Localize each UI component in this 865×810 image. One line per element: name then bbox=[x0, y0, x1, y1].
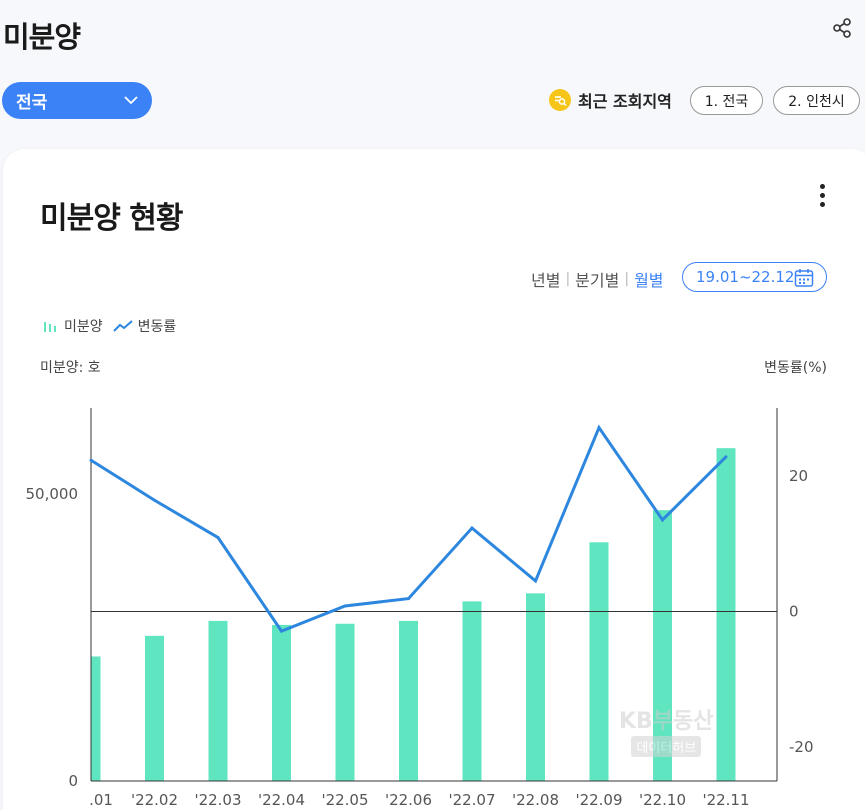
tab-monthly[interactable]: 월별 bbox=[634, 271, 664, 290]
tab-divider: | bbox=[624, 271, 630, 287]
legend-line-label: 변동률 bbox=[137, 319, 177, 335]
legend-item-line[interactable]: 변동률 bbox=[112, 316, 177, 336]
tab-quarterly[interactable]: 분기별 bbox=[575, 271, 620, 290]
recent-regions: 최근 조회지역 bbox=[549, 86, 672, 114]
recent-regions-label: 최근 조회지역 bbox=[578, 92, 672, 111]
page-title: 미분양 bbox=[3, 20, 81, 54]
more-options-icon[interactable] bbox=[816, 182, 828, 210]
chart-legend: 미분양 변동률 bbox=[42, 316, 186, 336]
date-range-value: 19.01~22.12 bbox=[696, 268, 795, 286]
bar-chart-icon bbox=[44, 322, 56, 332]
recent-chip-2[interactable]: 2. 인천시 bbox=[773, 86, 860, 115]
legend-item-bars[interactable]: 미분양 bbox=[42, 316, 103, 336]
recent-search-icon bbox=[549, 89, 571, 111]
tab-yearly[interactable]: 년별 bbox=[531, 271, 561, 290]
line-chart-icon bbox=[112, 320, 133, 332]
region-select-value: 전국 bbox=[16, 93, 48, 113]
legend-bars-label: 미분양 bbox=[64, 319, 103, 335]
share-icon[interactable] bbox=[831, 17, 853, 39]
watermark-logo: KB부동산 데이터허브 bbox=[619, 703, 714, 757]
chart-card bbox=[3, 149, 865, 810]
region-select[interactable]: 전국 bbox=[2, 82, 152, 119]
right-axis-caption: 변동률(%) bbox=[764, 360, 827, 376]
date-range-picker[interactable]: 19.01~22.12 bbox=[682, 262, 827, 292]
card-title: 미분양 현황 bbox=[40, 201, 183, 236]
watermark-line2: 데이터허브 bbox=[631, 736, 702, 757]
chevron-down-icon bbox=[124, 96, 138, 105]
recent-chip-1[interactable]: 1. 전국 bbox=[690, 86, 763, 115]
period-tabs: 년별 | 분기별 | 월별 bbox=[531, 267, 664, 291]
watermark-line1: KB부동산 bbox=[619, 709, 714, 734]
tab-divider: | bbox=[565, 271, 571, 287]
calendar-icon bbox=[794, 269, 814, 287]
left-axis-caption: 미분양: 호 bbox=[40, 360, 101, 376]
